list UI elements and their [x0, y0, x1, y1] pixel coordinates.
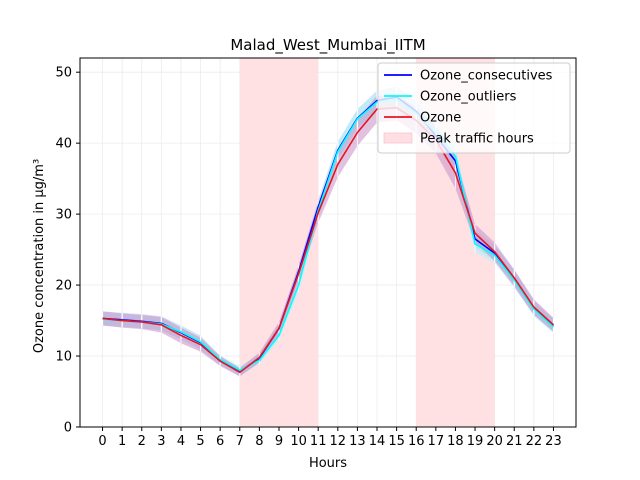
legend: Ozone_consecutives Ozone_outliers Ozone Pea…	[377, 62, 571, 154]
x-tick-label: 23	[545, 434, 562, 449]
series-group	[102, 86, 554, 377]
x-tick-label: 12	[330, 434, 347, 449]
x-tick-label: 6	[216, 434, 224, 449]
x-tick-label: 20	[486, 434, 503, 449]
y-tick-label: 40	[55, 137, 72, 152]
x-tick-label: 8	[255, 434, 263, 449]
x-axis-title: Hours	[309, 456, 347, 471]
x-tick-label: 9	[275, 434, 283, 449]
y-axis-title: Ozone concentration in µg/m³	[32, 159, 47, 353]
axes-frame	[79, 57, 577, 428]
x-tick-label: 1	[118, 434, 126, 449]
y-tick-label: 30	[55, 208, 72, 223]
y-tick-label: 10	[55, 350, 72, 365]
x-tick-label: 14	[369, 434, 386, 449]
x-tick-label: 15	[388, 434, 405, 449]
x-tick-label: 22	[526, 434, 543, 449]
x-tick-label: 19	[467, 434, 484, 449]
legend-box	[377, 62, 571, 154]
x-tick-label: 17	[428, 434, 445, 449]
legend-entry-label: Ozone	[420, 111, 461, 126]
plot-area: 0 1 2 3 4 5 6 7 8 9 10 11 12 13 14 15 16 17 18 19 20 21 22 2301…	[55, 57, 577, 449]
x-tick-label: 4	[177, 434, 185, 449]
x-tick-label: 11	[310, 434, 327, 449]
x-tick-label: 2	[138, 434, 146, 449]
y-tick-label: 20	[55, 279, 72, 294]
x-tick-label: 21	[506, 434, 523, 449]
chart-title: Malad_West_Mumbai_IITM	[230, 36, 425, 55]
x-tick-label: 18	[447, 434, 464, 449]
legend-entry-label: Ozone_consecutives	[420, 69, 553, 84]
legend-patch-swatch	[383, 132, 413, 144]
legend-entry-label: Peak traffic hours	[420, 132, 534, 147]
x-tick-label: 13	[349, 434, 366, 449]
series-line	[102, 98, 554, 372]
x-tick-label: 10	[290, 434, 307, 449]
series-line	[102, 106, 554, 374]
x-tick-label: 5	[196, 434, 204, 449]
x-tick-label: 16	[408, 434, 425, 449]
x-tick-label: 3	[157, 434, 165, 449]
legend-entry-label: Ozone_outliers	[420, 90, 517, 105]
x-tick-label: 0	[98, 434, 106, 449]
x-tick-label: 7	[236, 434, 244, 449]
y-tick-label: 50	[55, 66, 72, 81]
y-tick-label: 0	[64, 421, 72, 436]
